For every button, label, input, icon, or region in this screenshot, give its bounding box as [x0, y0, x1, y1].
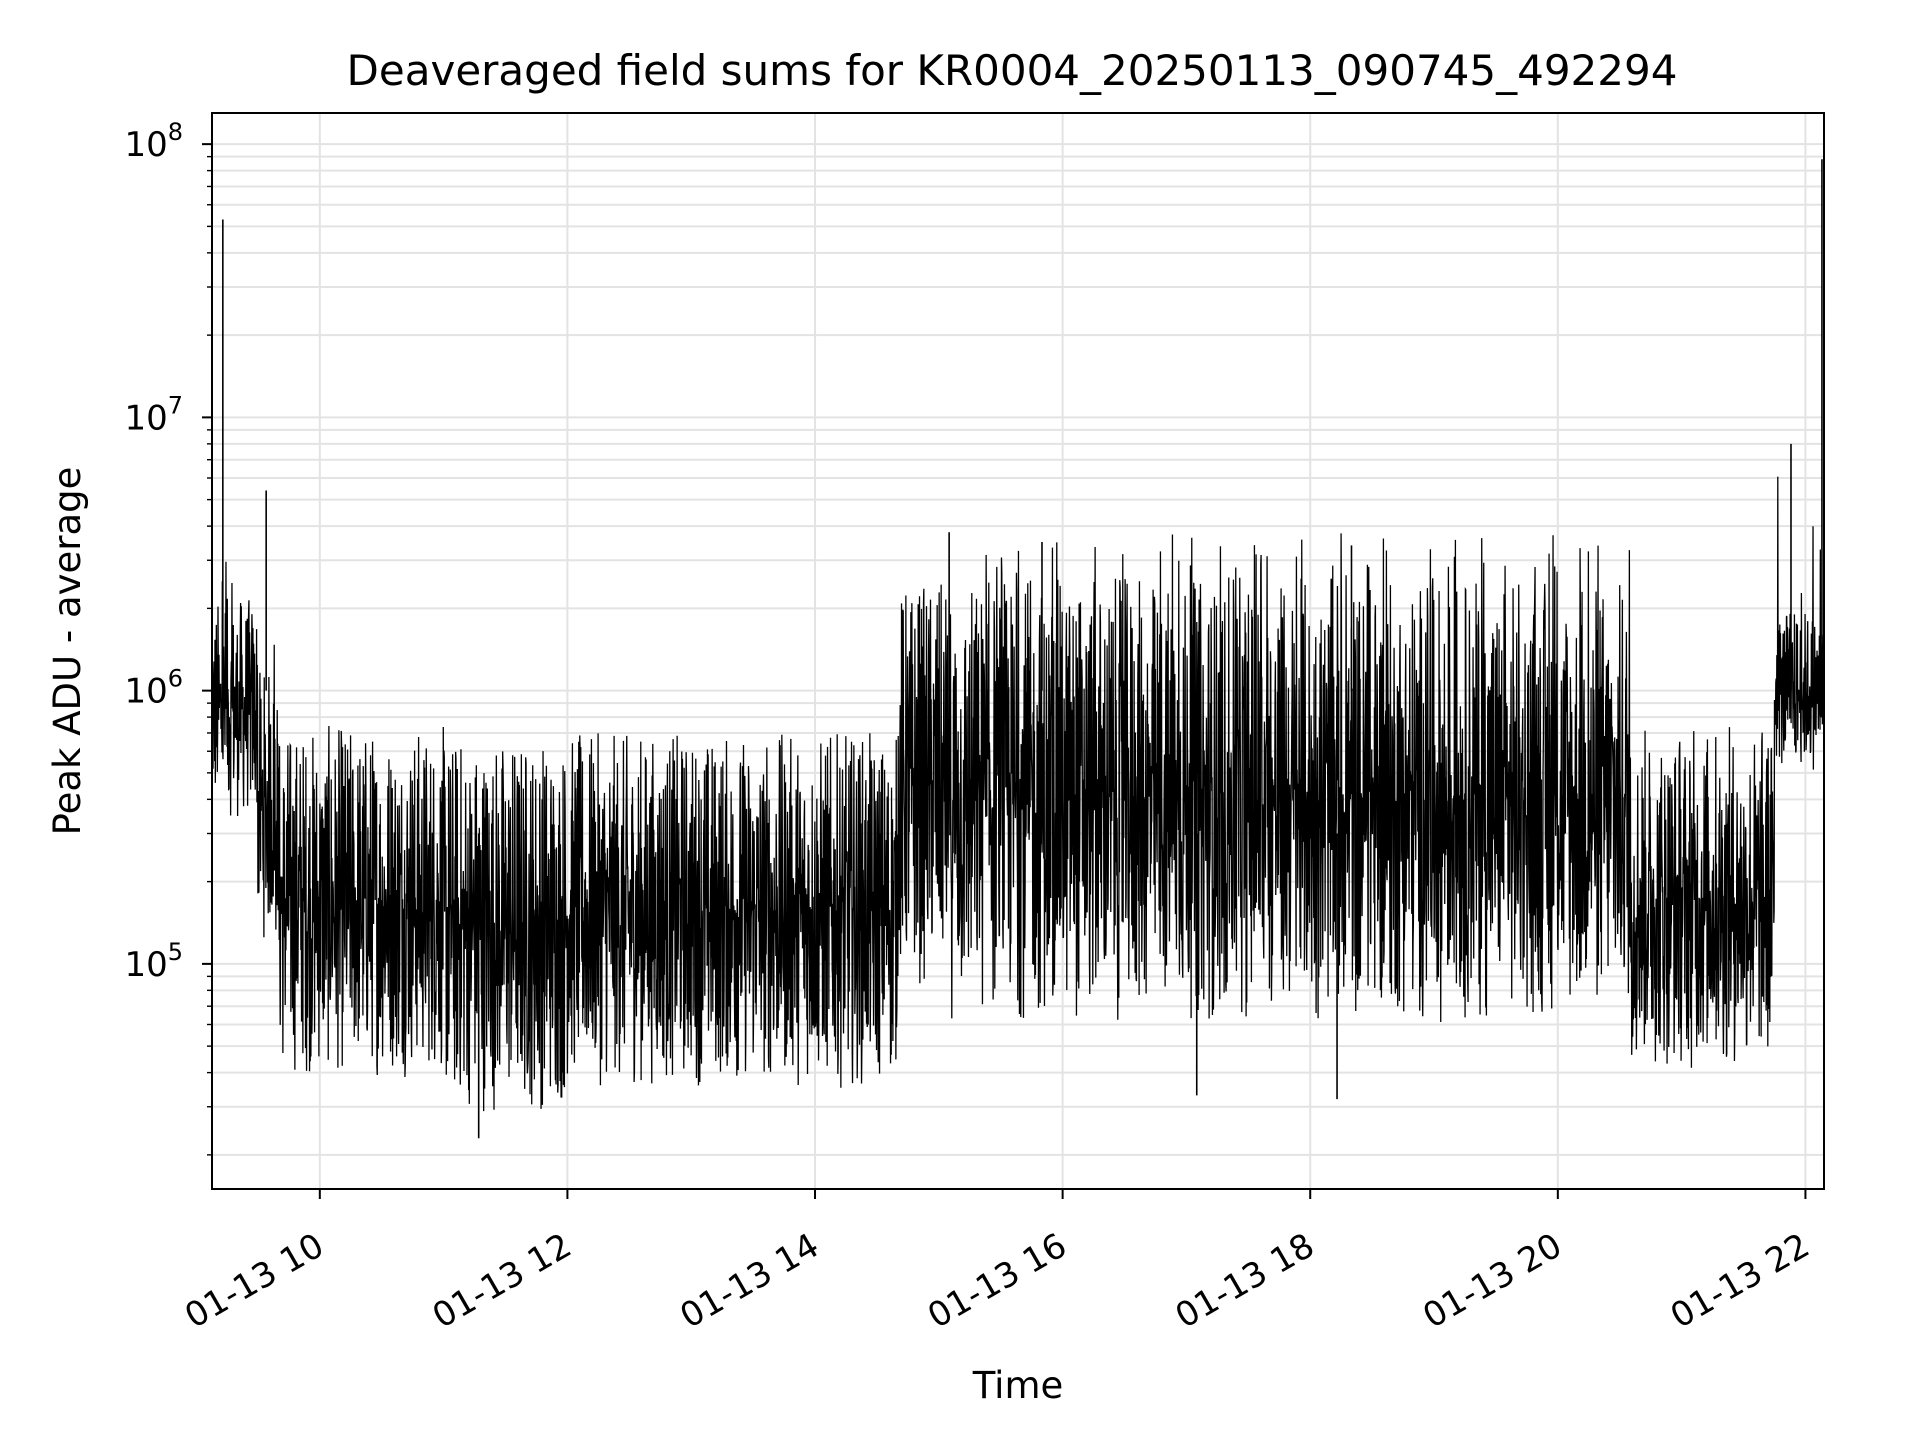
- y-axis-label: Peak ADU - average: [46, 467, 89, 836]
- series-line: [211, 476, 1825, 1112]
- y-tick-label: 108: [124, 118, 183, 165]
- plot-frame: [211, 112, 1825, 1190]
- chart-title: Deaveraged field sums for KR0004_2025011…: [347, 46, 1678, 95]
- y-tick-label: 106: [124, 665, 183, 712]
- y-tick-label: 107: [124, 391, 183, 438]
- y-tick-label: 105: [124, 938, 183, 985]
- data-layer: [211, 159, 1825, 1139]
- x-axis-label: Time: [972, 1364, 1064, 1407]
- y-axis: 105 106 107 108: [124, 118, 212, 1156]
